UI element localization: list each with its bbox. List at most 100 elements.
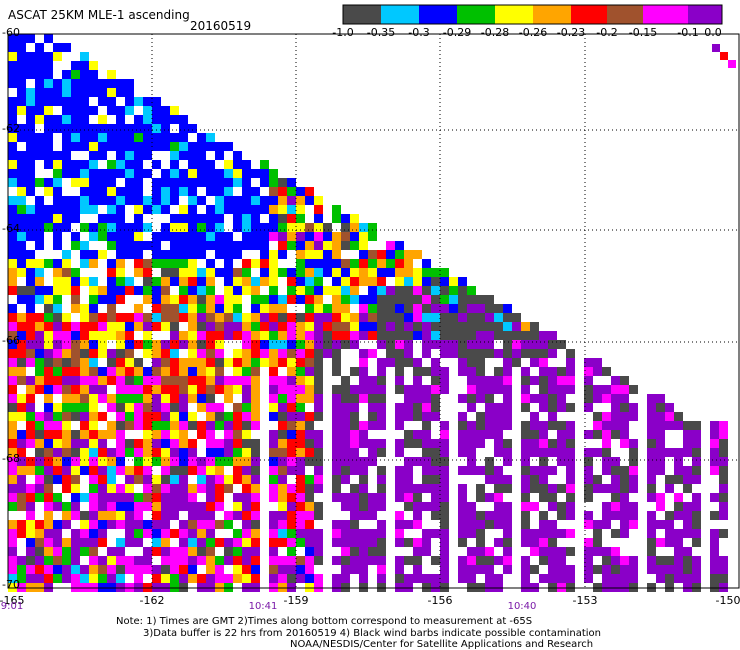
swath-cell — [134, 475, 143, 484]
swath-cell — [314, 466, 323, 475]
swath-cell — [458, 358, 467, 367]
swath-cell — [386, 331, 395, 340]
swath-cell — [53, 43, 62, 52]
swath-cell — [134, 466, 143, 475]
swath-cell — [458, 286, 467, 295]
swath-cell — [287, 457, 296, 466]
swath-cell — [143, 115, 152, 124]
swath-cell — [539, 367, 548, 376]
swath-cell — [233, 241, 242, 250]
swath-cell — [98, 124, 107, 133]
swath-cell — [305, 457, 314, 466]
swath-cell — [404, 304, 413, 313]
swath-cell — [287, 466, 296, 475]
swath-cell — [152, 520, 161, 529]
swath-cell — [62, 511, 71, 520]
swath-cell — [17, 259, 26, 268]
swath-cell — [413, 286, 422, 295]
swath-cell — [170, 160, 179, 169]
swath-cell — [44, 439, 53, 448]
swath-cell — [233, 178, 242, 187]
swath-cell — [521, 457, 530, 466]
swath-cell — [287, 439, 296, 448]
swath-cell — [161, 295, 170, 304]
swath-cell — [251, 376, 260, 385]
swath-cell — [296, 556, 305, 565]
swath-cell — [503, 448, 512, 457]
swath-cell — [215, 376, 224, 385]
swath-cell — [260, 349, 269, 358]
swath-cell — [98, 556, 107, 565]
swath-cell — [71, 556, 80, 565]
swath-cell — [80, 169, 89, 178]
swath-cell — [521, 439, 530, 448]
swath-cell — [521, 376, 530, 385]
swath-cell — [440, 484, 449, 493]
swath-cell — [467, 466, 476, 475]
swath-cell — [332, 574, 341, 583]
swath-cell — [170, 385, 179, 394]
swath-cell — [17, 70, 26, 79]
swath-cell — [260, 169, 269, 178]
swath-cell — [62, 484, 71, 493]
swath-cell — [431, 493, 440, 502]
swath-cell — [161, 529, 170, 538]
swath-cell — [125, 538, 134, 547]
swath-cell — [8, 439, 17, 448]
swath-cell — [26, 313, 35, 322]
swath-cell — [296, 565, 305, 574]
swath-cell — [179, 457, 188, 466]
swath-cell — [458, 502, 467, 511]
swath-cell — [557, 547, 566, 556]
swath-cell — [395, 556, 404, 565]
swath-cell — [476, 385, 485, 394]
swath-cell — [71, 322, 80, 331]
swath-cell — [35, 349, 44, 358]
swath-cell — [8, 151, 17, 160]
swath-cell — [422, 349, 431, 358]
swath-cell — [557, 502, 566, 511]
swath-cell — [629, 466, 638, 475]
swath-cell — [179, 403, 188, 412]
swath-cell — [494, 538, 503, 547]
swath-cell — [98, 538, 107, 547]
swath-cell — [71, 457, 80, 466]
swath-cell — [35, 538, 44, 547]
swath-cell — [530, 529, 539, 538]
swath-cell — [233, 493, 242, 502]
swath-cell — [44, 331, 53, 340]
swath-cell — [8, 394, 17, 403]
swath-cell — [206, 520, 215, 529]
swath-cell — [242, 385, 251, 394]
swath-cell — [449, 322, 458, 331]
swath-cell — [269, 394, 278, 403]
swath-cell — [341, 574, 350, 583]
swath-cell — [134, 529, 143, 538]
swath-cell — [8, 34, 17, 43]
swath-cell — [161, 322, 170, 331]
swath-cell — [413, 565, 422, 574]
swath-cell — [206, 493, 215, 502]
swath-cell — [44, 151, 53, 160]
swath-cell — [494, 430, 503, 439]
swath-cell — [368, 223, 377, 232]
swath-cell — [341, 286, 350, 295]
swath-cell — [521, 322, 530, 331]
swath-cell — [17, 502, 26, 511]
lon-label: -159 — [283, 594, 309, 607]
swath-cell — [485, 313, 494, 322]
swath-cell — [242, 349, 251, 358]
swath-cell — [674, 502, 683, 511]
swath-cell — [332, 412, 341, 421]
swath-cell — [719, 529, 728, 538]
swath-cell — [116, 421, 125, 430]
swath-cell — [80, 250, 89, 259]
swath-cell — [80, 52, 89, 61]
swath-cell — [242, 547, 251, 556]
swath-cell — [359, 430, 368, 439]
swath-cell — [134, 403, 143, 412]
swath-cell — [26, 376, 35, 385]
swath-cell — [62, 538, 71, 547]
swath-cell — [548, 556, 557, 565]
swath-cell — [710, 565, 719, 574]
